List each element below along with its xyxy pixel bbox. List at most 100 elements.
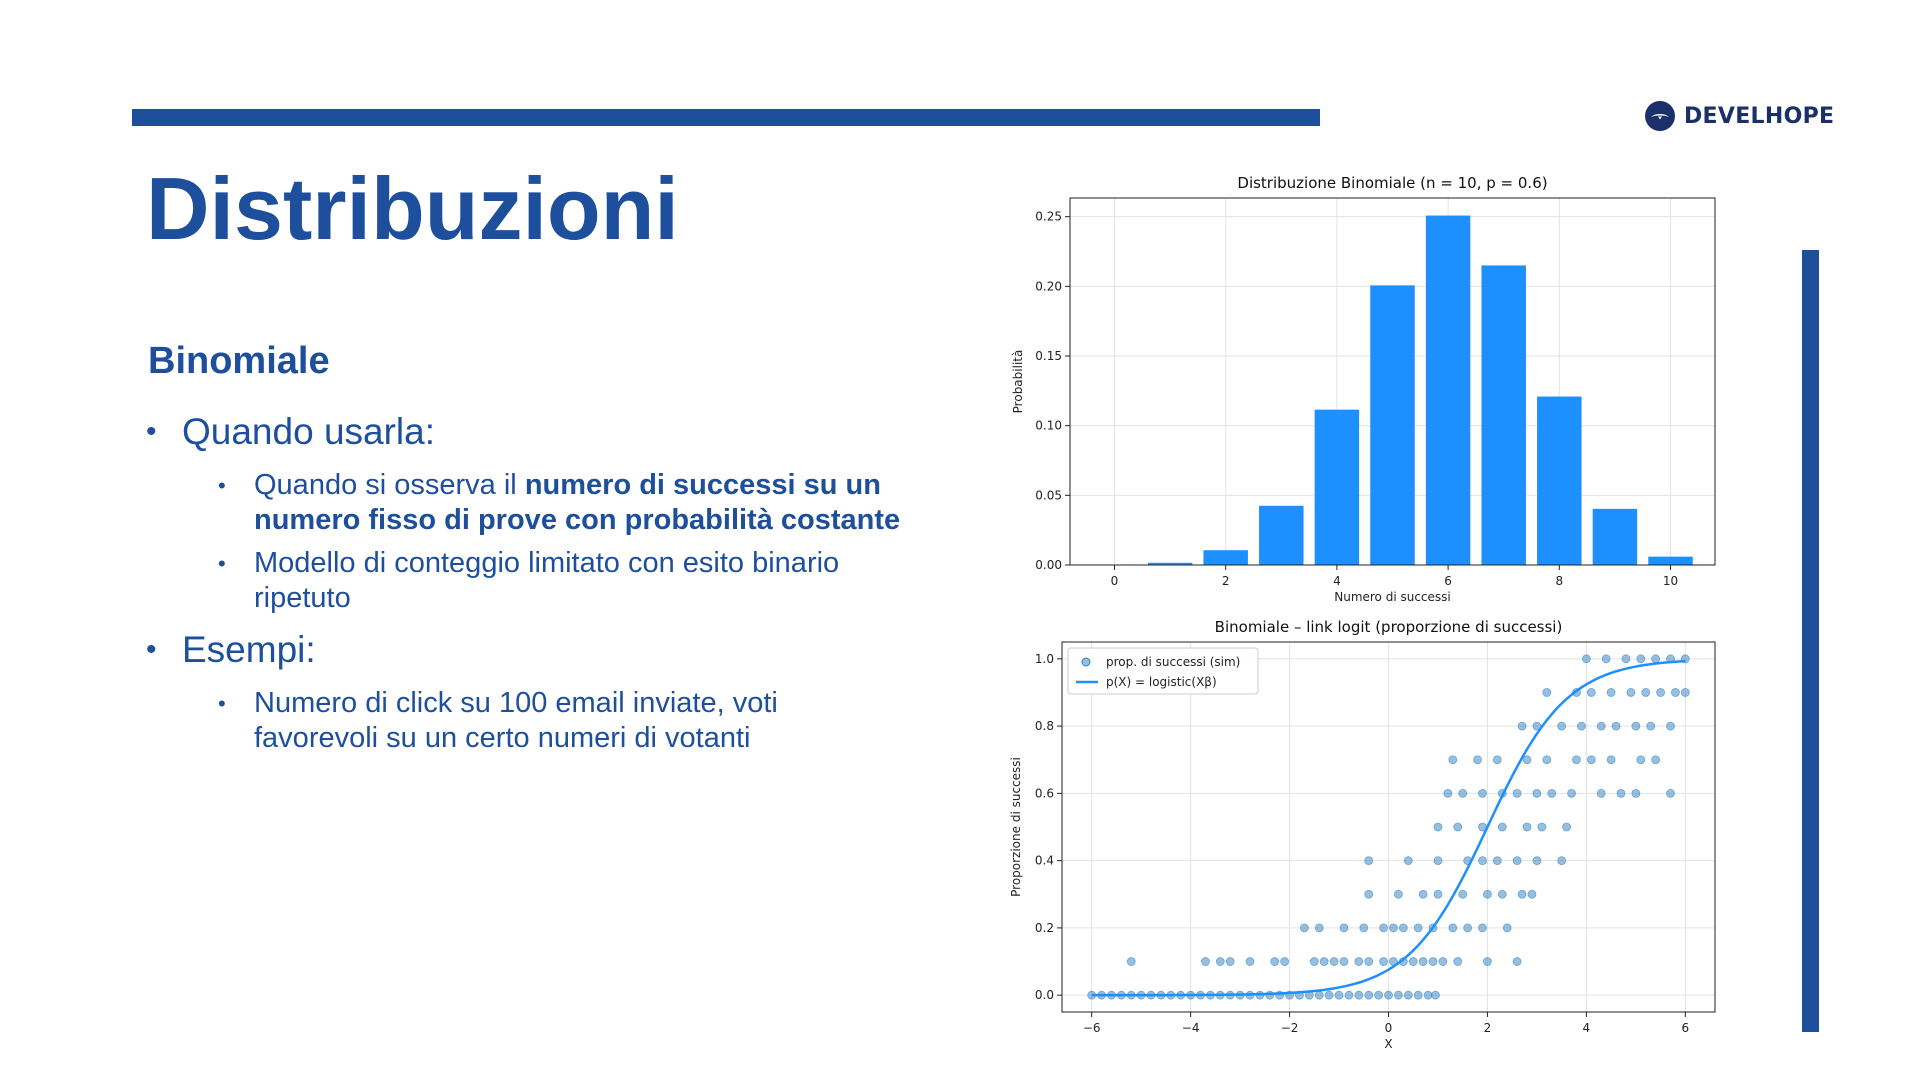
sub-bullet-item: • Quando si osserva il numero di success… <box>218 468 906 538</box>
scatter-point <box>1483 957 1492 966</box>
scatter-point <box>1666 721 1675 731</box>
bar <box>1370 285 1415 565</box>
scatter-point <box>1497 822 1507 832</box>
scatter-point <box>1621 654 1631 664</box>
scatter-point <box>1542 688 1552 697</box>
scatter-point <box>1527 889 1537 899</box>
x-tick-label: 4 <box>1583 1021 1591 1035</box>
scatter-point <box>1364 889 1374 899</box>
scatter-point <box>1567 788 1576 798</box>
scatter-point <box>1631 721 1641 731</box>
chart-legend: prop. di successi (sim) p(X) = logistic(X… <box>1067 647 1259 695</box>
top-accent-bar <box>132 109 1320 126</box>
scatter-point <box>1423 990 1433 1000</box>
scatter-point <box>1448 923 1458 933</box>
scatter-point <box>1606 688 1616 697</box>
scatter-point <box>1300 923 1309 933</box>
scatter-point <box>1586 755 1596 765</box>
scatter-point <box>1364 990 1374 1000</box>
bar <box>1537 396 1582 565</box>
y-axis-label: Probabilità <box>1011 350 1025 414</box>
scatter-point <box>1606 755 1616 765</box>
plot-frame <box>1069 197 1716 566</box>
y-tick-label: 0.10 <box>1035 419 1062 433</box>
bar <box>1481 265 1526 565</box>
scatter-point <box>1359 923 1369 933</box>
develhope-logo-icon <box>1645 101 1675 131</box>
scatter-point <box>1334 990 1344 1000</box>
scatter-point <box>1448 755 1458 765</box>
y-tick-label: 1.0 <box>1035 652 1054 666</box>
x-axis-label: Numero di successi <box>1334 590 1451 604</box>
scatter-point <box>1522 755 1532 765</box>
scatter-point <box>1517 721 1527 731</box>
x-tick-label: −4 <box>1182 1021 1200 1035</box>
scatter-point <box>1309 957 1319 966</box>
sub-bullet-text: Modello di conteggio limitato con esito … <box>254 546 906 616</box>
scatter-point <box>1502 923 1512 933</box>
bar <box>1259 505 1304 565</box>
scatter-point <box>1547 788 1557 798</box>
scatter-point <box>1393 990 1403 1000</box>
scatter-point <box>1215 957 1225 966</box>
y-tick-label: 0.8 <box>1035 719 1054 733</box>
scatter-point <box>1403 856 1413 866</box>
scatter-point <box>1280 957 1290 966</box>
sub-bullet-text-regular: Numero di click su 100 email inviate, vo… <box>254 686 778 754</box>
x-tick-label: 2 <box>1222 574 1230 588</box>
scatter-point <box>1201 957 1210 966</box>
scatter-point <box>1265 990 1275 1000</box>
sub-bullet-text-bold: numero di successi su un numero fisso di… <box>254 469 901 537</box>
scatter-point <box>1522 822 1532 832</box>
chart-title: Binomiale – link logit (proporzione di s… <box>1215 618 1563 636</box>
scatter-point <box>1379 957 1388 966</box>
scatter-point <box>1453 957 1463 966</box>
bullet-text: Esempi: <box>182 628 316 670</box>
scatter-point <box>1463 923 1473 933</box>
scatter-point <box>1433 856 1443 866</box>
x-tick-label: 8 <box>1555 574 1563 588</box>
plot-frame <box>1061 641 1716 1013</box>
scatter-point <box>1478 856 1487 866</box>
slide-title: Distribuzioni <box>146 159 679 258</box>
scatter-point <box>1557 721 1567 731</box>
scatter-point <box>1431 990 1440 1000</box>
scatter-point <box>1626 688 1636 697</box>
x-tick-label: 0 <box>1385 1021 1393 1035</box>
y-tick-label: 0.25 <box>1035 210 1062 224</box>
legend-box <box>1067 647 1259 695</box>
scatter-point <box>1646 721 1656 731</box>
scatter-point <box>1596 721 1606 731</box>
scatter-point <box>1572 755 1581 765</box>
scatter-point <box>1413 990 1423 1000</box>
scatter-point <box>1512 788 1522 798</box>
scatter-point <box>1384 990 1393 1000</box>
scatter-point <box>1453 822 1463 832</box>
bar <box>1203 550 1248 565</box>
legend-label: prop. di successi (sim) <box>1106 655 1240 669</box>
scatter-point <box>1364 856 1374 866</box>
sub-bullet-text-regular: Modello di conteggio limitato con esito … <box>254 546 840 614</box>
x-tick-label: 2 <box>1484 1021 1492 1035</box>
scatter-point <box>1483 889 1492 899</box>
sub-bullet-text: Numero di click su 100 email inviate, vo… <box>254 686 906 756</box>
logo-text: DEVELHOPE <box>1684 103 1835 129</box>
scatter-point <box>1641 688 1651 697</box>
scatter-point <box>1492 856 1502 866</box>
scatter-point <box>1601 654 1611 664</box>
y-tick-label: 0.15 <box>1035 349 1062 363</box>
y-tick-label: 0.6 <box>1035 786 1054 800</box>
scatter-point <box>1537 822 1547 832</box>
scatter-point <box>1314 923 1324 933</box>
scatter-point <box>1443 788 1453 798</box>
logistic-curve <box>1091 659 1686 997</box>
scatter-point <box>1458 788 1468 798</box>
scatter-point <box>1339 923 1349 933</box>
scatter-point <box>1344 990 1354 1000</box>
scatter-point <box>1611 721 1621 731</box>
scatter-point <box>1364 957 1374 966</box>
scatter-point <box>1596 788 1606 798</box>
sub-bullet-item: • Numero di click su 100 email inviate, … <box>218 686 906 756</box>
scatter-point <box>1562 822 1571 832</box>
bar <box>1648 556 1693 565</box>
